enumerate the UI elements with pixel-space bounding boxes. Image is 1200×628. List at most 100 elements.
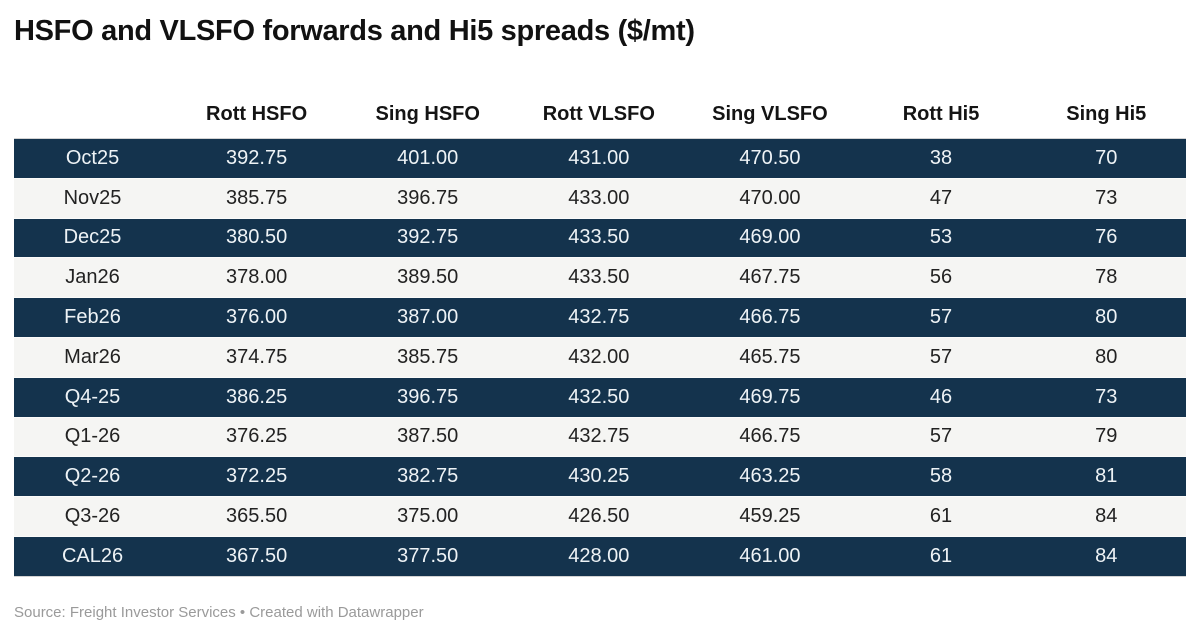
- cell-rott-vlsfo: 432.75: [513, 297, 685, 338]
- cell-rott-vlsfo: 431.00: [568, 146, 630, 169]
- table-row: Q2-26 372.25 382.75 430.25 463.25 58 81: [14, 456, 1186, 497]
- cell-rott-hi5: 61: [855, 496, 1027, 537]
- cell-rott-hi5: 58: [855, 456, 1027, 497]
- cell-sing-hsfo: 396.75: [342, 177, 514, 219]
- row-label-period: Q2-26: [14, 456, 172, 497]
- cell-rott-hi5: 57: [855, 297, 1027, 338]
- cell-rott-hi5: 46: [855, 376, 1027, 418]
- cell-sing-hsfo: 385.75: [342, 336, 514, 378]
- row-label-period: Q3-26: [14, 496, 172, 537]
- table-row: Nov25 385.75 396.75 433.00 470.00 47 73: [14, 177, 1186, 219]
- cell-rott-hsfo: 376.00: [171, 297, 343, 338]
- cell-sing-hsfo: 387.00: [342, 297, 514, 338]
- column-header-sing-hi5: Sing Hi5: [1026, 48, 1186, 139]
- cell-sing-vlsfo: 459.25: [684, 496, 856, 537]
- column-header-sing-vlsfo: Sing VLSFO: [684, 48, 856, 139]
- cell-rott-hi5: 61: [855, 535, 1027, 577]
- cell-sing-hsfo: 401.00: [397, 146, 459, 169]
- table-header: Rott HSFO Sing HSFO Rott VLSFO Sing VLSF…: [14, 48, 1186, 139]
- table-row: CAL26 367.50 377.50 428.00 461.00 61 84: [14, 535, 1186, 577]
- cell-rott-vlsfo: 428.00: [513, 535, 685, 577]
- cell-sing-hsfo: 375.00: [342, 496, 514, 537]
- column-header-rott-hi5: Rott Hi5: [855, 48, 1027, 139]
- table-row: Q4-25 386.25 396.75 432.50 469.75 46 73: [14, 376, 1186, 418]
- cell-rott-hsfo: 376.25: [171, 416, 343, 457]
- cell-sing-hsfo: 392.75: [342, 217, 514, 258]
- cell-rott-hi5: 57: [855, 416, 1027, 457]
- column-header-rott-hsfo: Rott HSFO: [171, 48, 343, 139]
- row-label-period: Mar26: [14, 336, 172, 378]
- row-label-period: Feb26: [14, 297, 172, 338]
- row-label-period: CAL26: [14, 535, 172, 577]
- cell-sing-vlsfo: 463.25: [684, 456, 856, 497]
- table-row: Oct25 392.75 401.00 431.00 470.50 38 70: [14, 138, 1186, 179]
- cell-sing-hi5: 76: [1026, 217, 1186, 258]
- cell-rott-hsfo: 385.75: [171, 177, 343, 219]
- table-row: Q1-26 376.25 387.50 432.75 466.75 57 79: [14, 416, 1186, 457]
- cell-sing-vlsfo: 465.75: [684, 336, 856, 378]
- cell-rott-hsfo: 365.50: [171, 496, 343, 537]
- cell-rott-vlsfo: 433.50: [513, 217, 685, 258]
- cell-sing-vlsfo: 461.00: [684, 535, 856, 577]
- table-body: Oct25 392.75 401.00 431.00 470.50 38 70 …: [14, 138, 1186, 577]
- cell-sing-hi5: 84: [1026, 496, 1186, 537]
- cell-sing-vlsfo: 470.50: [739, 146, 801, 169]
- row-label-period: Q1-26: [14, 416, 172, 457]
- cell-rott-hsfo: 380.50: [171, 217, 343, 258]
- cell-rott-vlsfo: 426.50: [513, 496, 685, 537]
- cell-rott-vlsfo: 433.50: [513, 257, 685, 298]
- cell-sing-hi5: 78: [1026, 257, 1186, 298]
- cell-sing-hsfo: 382.75: [342, 456, 514, 497]
- cell-rott-hsfo: 374.75: [171, 336, 343, 378]
- row-label-period: Dec25: [14, 217, 172, 258]
- cell-sing-hi5: 73: [1026, 376, 1186, 418]
- table-header-row: Rott HSFO Sing HSFO Rott VLSFO Sing VLSF…: [14, 48, 1186, 139]
- source-note: Source: Freight Investor Services • Crea…: [14, 603, 424, 621]
- column-header-sing-hsfo: Sing HSFO: [342, 48, 514, 139]
- cell-rott-hi5: 53: [855, 217, 1027, 258]
- cell-sing-hsfo: 396.75: [342, 376, 514, 418]
- cell-sing-hi5: 70: [1095, 146, 1118, 169]
- cell-sing-hi5: 80: [1026, 336, 1186, 378]
- cell-sing-hsfo: 389.50: [342, 257, 514, 298]
- table-row: Jan26 378.00 389.50 433.50 467.75 56 78: [14, 257, 1186, 298]
- cell-rott-vlsfo: 430.25: [513, 456, 685, 497]
- cell-rott-vlsfo: 432.75: [513, 416, 685, 457]
- column-header-period: [14, 48, 172, 139]
- cell-rott-hi5: 38: [929, 146, 953, 169]
- cell-rott-hsfo: 392.75: [226, 146, 288, 169]
- cell-rott-hi5: 56: [855, 257, 1027, 298]
- page-title: HSFO and VLSFO forwards and Hi5 spreads …: [14, 15, 695, 47]
- cell-rott-vlsfo: 432.50: [513, 376, 685, 418]
- cell-rott-vlsfo: 432.00: [513, 336, 685, 378]
- cell-rott-hsfo: 372.25: [171, 456, 343, 497]
- cell-rott-hsfo: 378.00: [171, 257, 343, 298]
- cell-sing-vlsfo: 467.75: [684, 257, 856, 298]
- row-label-period: Q4-25: [14, 376, 172, 418]
- table-row: Feb26 376.00 387.00 432.75 466.75 57 80: [14, 297, 1186, 338]
- row-label-period: Nov25: [14, 177, 172, 219]
- cell-rott-hsfo: 386.25: [171, 376, 343, 418]
- cell-sing-vlsfo: 469.00: [684, 217, 856, 258]
- cell-sing-hi5: 79: [1026, 416, 1186, 457]
- table-row: Mar26 374.75 385.75 432.00 465.75 57 80: [14, 336, 1186, 378]
- cell-sing-hsfo: 377.50: [342, 535, 514, 577]
- cell-sing-hi5: 84: [1026, 535, 1186, 577]
- cell-sing-hi5: 73: [1026, 177, 1186, 219]
- cell-sing-vlsfo: 466.75: [684, 416, 856, 457]
- cell-sing-vlsfo: 469.75: [684, 376, 856, 418]
- cell-rott-vlsfo: 433.00: [513, 177, 685, 219]
- table-row: Q3-26 365.50 375.00 426.50 459.25 61 84: [14, 496, 1186, 537]
- table-row: Dec25 380.50 392.75 433.50 469.00 53 76: [14, 217, 1186, 258]
- cell-rott-hi5: 57: [855, 336, 1027, 378]
- row-label-period: Jan26: [14, 257, 172, 298]
- cell-rott-hi5: 47: [855, 177, 1027, 219]
- row-label-period: Oct25: [65, 146, 120, 169]
- cell-sing-hi5: 81: [1026, 456, 1186, 497]
- cell-sing-vlsfo: 466.75: [684, 297, 856, 338]
- forwards-table: Rott HSFO Sing HSFO Rott VLSFO Sing VLSF…: [14, 48, 1186, 577]
- cell-rott-hsfo: 367.50: [171, 535, 343, 577]
- cell-sing-hsfo: 387.50: [342, 416, 514, 457]
- column-header-rott-vlsfo: Rott VLSFO: [513, 48, 685, 139]
